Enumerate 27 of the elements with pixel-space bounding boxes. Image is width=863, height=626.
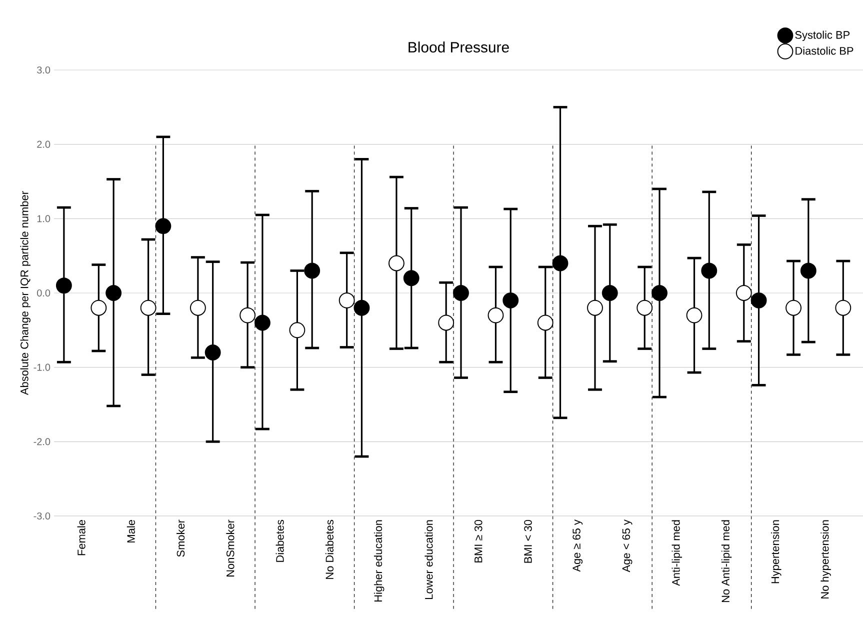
y-tick-label: -2.0 — [34, 438, 50, 446]
x-tick-label: Higher education — [374, 520, 384, 602]
legend-label: Diastolic BP — [796, 46, 854, 55]
y-tick-label: 1.0 — [37, 215, 50, 222]
y-axis-title: Absolute Change per IQR particle number — [20, 191, 30, 396]
x-tick-label: Anti-lipid med — [672, 520, 682, 586]
x-tick-label: BMI ≥ 30 — [474, 520, 482, 562]
x-tick-label: Age < 65 y — [622, 520, 632, 572]
x-tick-label: Smoker — [176, 520, 185, 557]
x-tick-label: Female — [77, 520, 86, 556]
chart-title: Blood Pressure — [408, 42, 509, 53]
x-tick-label: No hypertension — [820, 520, 831, 598]
x-tick-label: BMI < 30 — [524, 520, 532, 563]
y-tick-label: -1.0 — [34, 364, 50, 371]
y-tick-label: 0.0 — [37, 289, 50, 297]
x-tick-label: NonSmoker — [226, 520, 234, 576]
x-tick-label: Hypertension — [771, 520, 782, 584]
x-tick-label: Male — [126, 520, 135, 542]
y-tick-label: 2.0 — [37, 140, 50, 148]
x-tick-label: Diabetes — [276, 520, 284, 562]
legend-label: Systolic BP — [795, 30, 850, 41]
y-tick-label: -3.0 — [34, 512, 50, 520]
x-tick-label: Lower education — [424, 520, 433, 600]
x-tick-label: No Anti-lipid med — [721, 520, 732, 602]
x-tick-label: Age ≥ 65 y — [572, 520, 583, 572]
y-tick-label: 3.0 — [37, 66, 50, 74]
x-tick-label: No Diabetes — [325, 520, 334, 579]
